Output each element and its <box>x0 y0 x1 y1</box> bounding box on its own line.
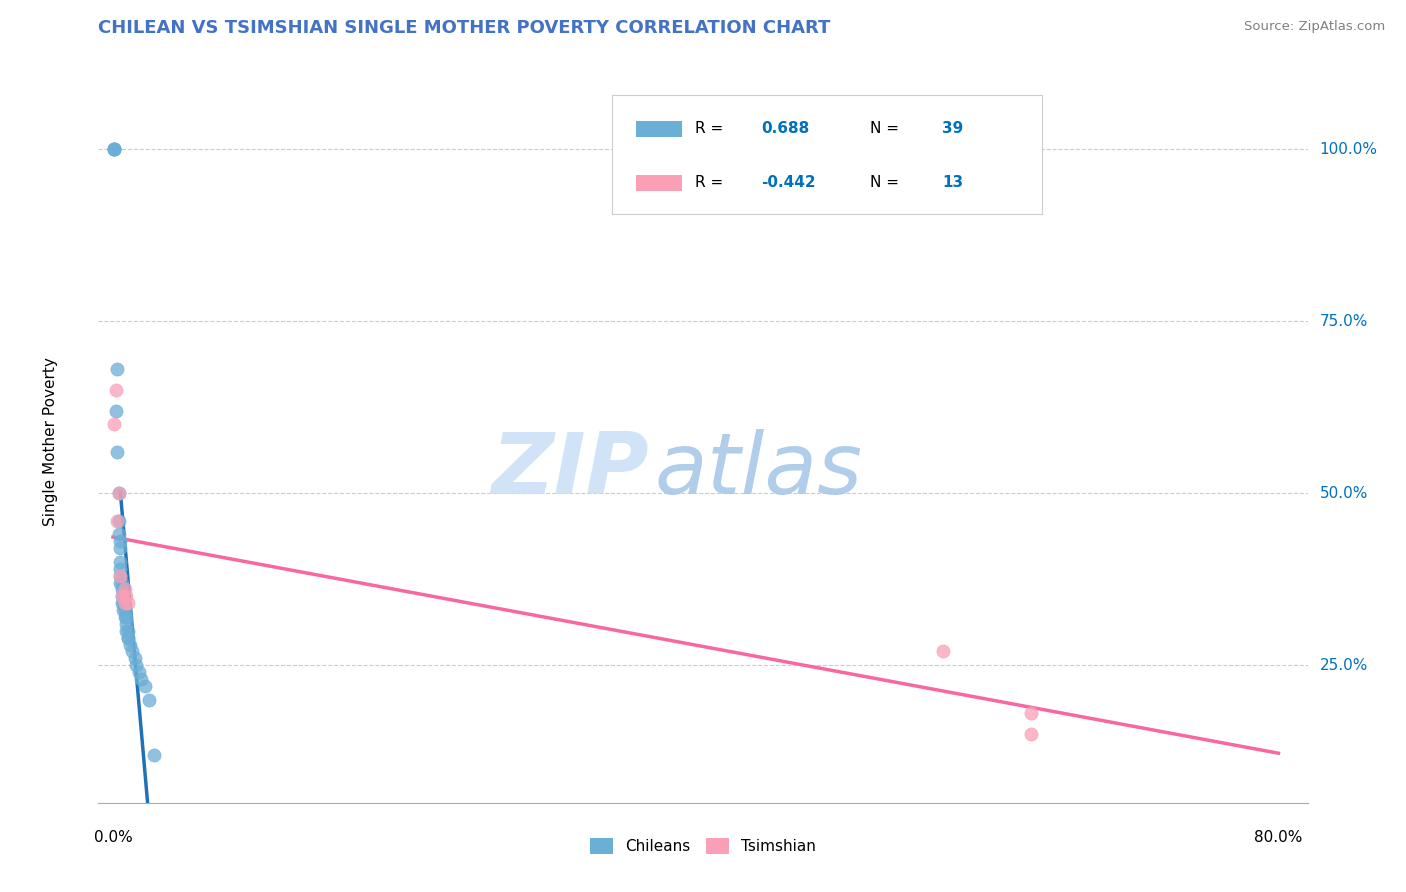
Point <box>134 679 156 693</box>
Point <box>115 610 138 624</box>
Point <box>103 142 125 156</box>
Point <box>138 692 160 706</box>
Point <box>114 582 136 597</box>
Point <box>104 403 127 417</box>
Text: 39: 39 <box>942 121 963 136</box>
Point <box>117 596 139 610</box>
Point <box>115 590 138 604</box>
Point <box>114 603 136 617</box>
Text: Single Mother Poverty: Single Mother Poverty <box>42 357 58 526</box>
Text: 25.0%: 25.0% <box>1320 657 1368 673</box>
Point <box>105 445 128 459</box>
Point <box>120 638 142 652</box>
Text: Source: ZipAtlas.com: Source: ZipAtlas.com <box>1244 20 1385 33</box>
Point <box>1019 706 1042 721</box>
Text: 13: 13 <box>942 176 963 190</box>
Text: ZIP: ZIP <box>491 429 648 512</box>
Text: 0.688: 0.688 <box>761 121 810 136</box>
Point <box>110 568 132 582</box>
Point <box>114 596 136 610</box>
Point <box>110 575 132 590</box>
Point <box>112 603 135 617</box>
Point <box>121 644 143 658</box>
Point <box>111 596 134 610</box>
Point <box>108 514 131 528</box>
Point <box>124 651 146 665</box>
Point <box>103 142 125 156</box>
Point <box>129 672 152 686</box>
Point <box>103 142 125 156</box>
Point <box>110 568 132 582</box>
Point <box>111 590 134 604</box>
Text: atlas: atlas <box>655 429 863 512</box>
Point <box>110 534 132 549</box>
Point <box>112 596 135 610</box>
Text: R =: R = <box>695 121 728 136</box>
Point <box>111 575 134 590</box>
Point <box>142 747 165 762</box>
Bar <box>637 175 682 191</box>
Point <box>932 644 955 658</box>
Text: 50.0%: 50.0% <box>1320 485 1368 500</box>
Point <box>128 665 150 679</box>
Text: R =: R = <box>695 176 728 190</box>
Text: N =: N = <box>870 121 904 136</box>
Point <box>111 590 134 604</box>
Point <box>110 562 132 576</box>
Text: -0.442: -0.442 <box>761 176 815 190</box>
Point <box>1019 727 1042 741</box>
Point <box>108 486 131 500</box>
Point <box>125 658 148 673</box>
FancyBboxPatch shape <box>613 95 1042 214</box>
Point <box>111 582 134 597</box>
Text: 100.0%: 100.0% <box>1320 142 1378 157</box>
Text: 75.0%: 75.0% <box>1320 314 1368 328</box>
Point <box>117 624 139 638</box>
Text: 80.0%: 80.0% <box>1254 830 1302 846</box>
Point <box>110 541 132 556</box>
Point <box>115 624 138 638</box>
Point <box>110 555 132 569</box>
Text: 0.0%: 0.0% <box>94 830 132 846</box>
Point <box>115 616 138 631</box>
Point <box>105 514 128 528</box>
Point <box>117 631 139 645</box>
Point <box>103 142 125 156</box>
Point <box>117 631 139 645</box>
Point <box>108 527 131 541</box>
Point <box>104 383 127 397</box>
Legend: Chileans, Tsimshian: Chileans, Tsimshian <box>583 832 823 860</box>
Point <box>108 486 131 500</box>
Text: N =: N = <box>870 176 904 190</box>
Point <box>103 417 125 432</box>
Point <box>114 610 136 624</box>
Point <box>105 362 128 376</box>
Text: CHILEAN VS TSIMSHIAN SINGLE MOTHER POVERTY CORRELATION CHART: CHILEAN VS TSIMSHIAN SINGLE MOTHER POVER… <box>98 19 831 37</box>
Bar <box>637 120 682 136</box>
